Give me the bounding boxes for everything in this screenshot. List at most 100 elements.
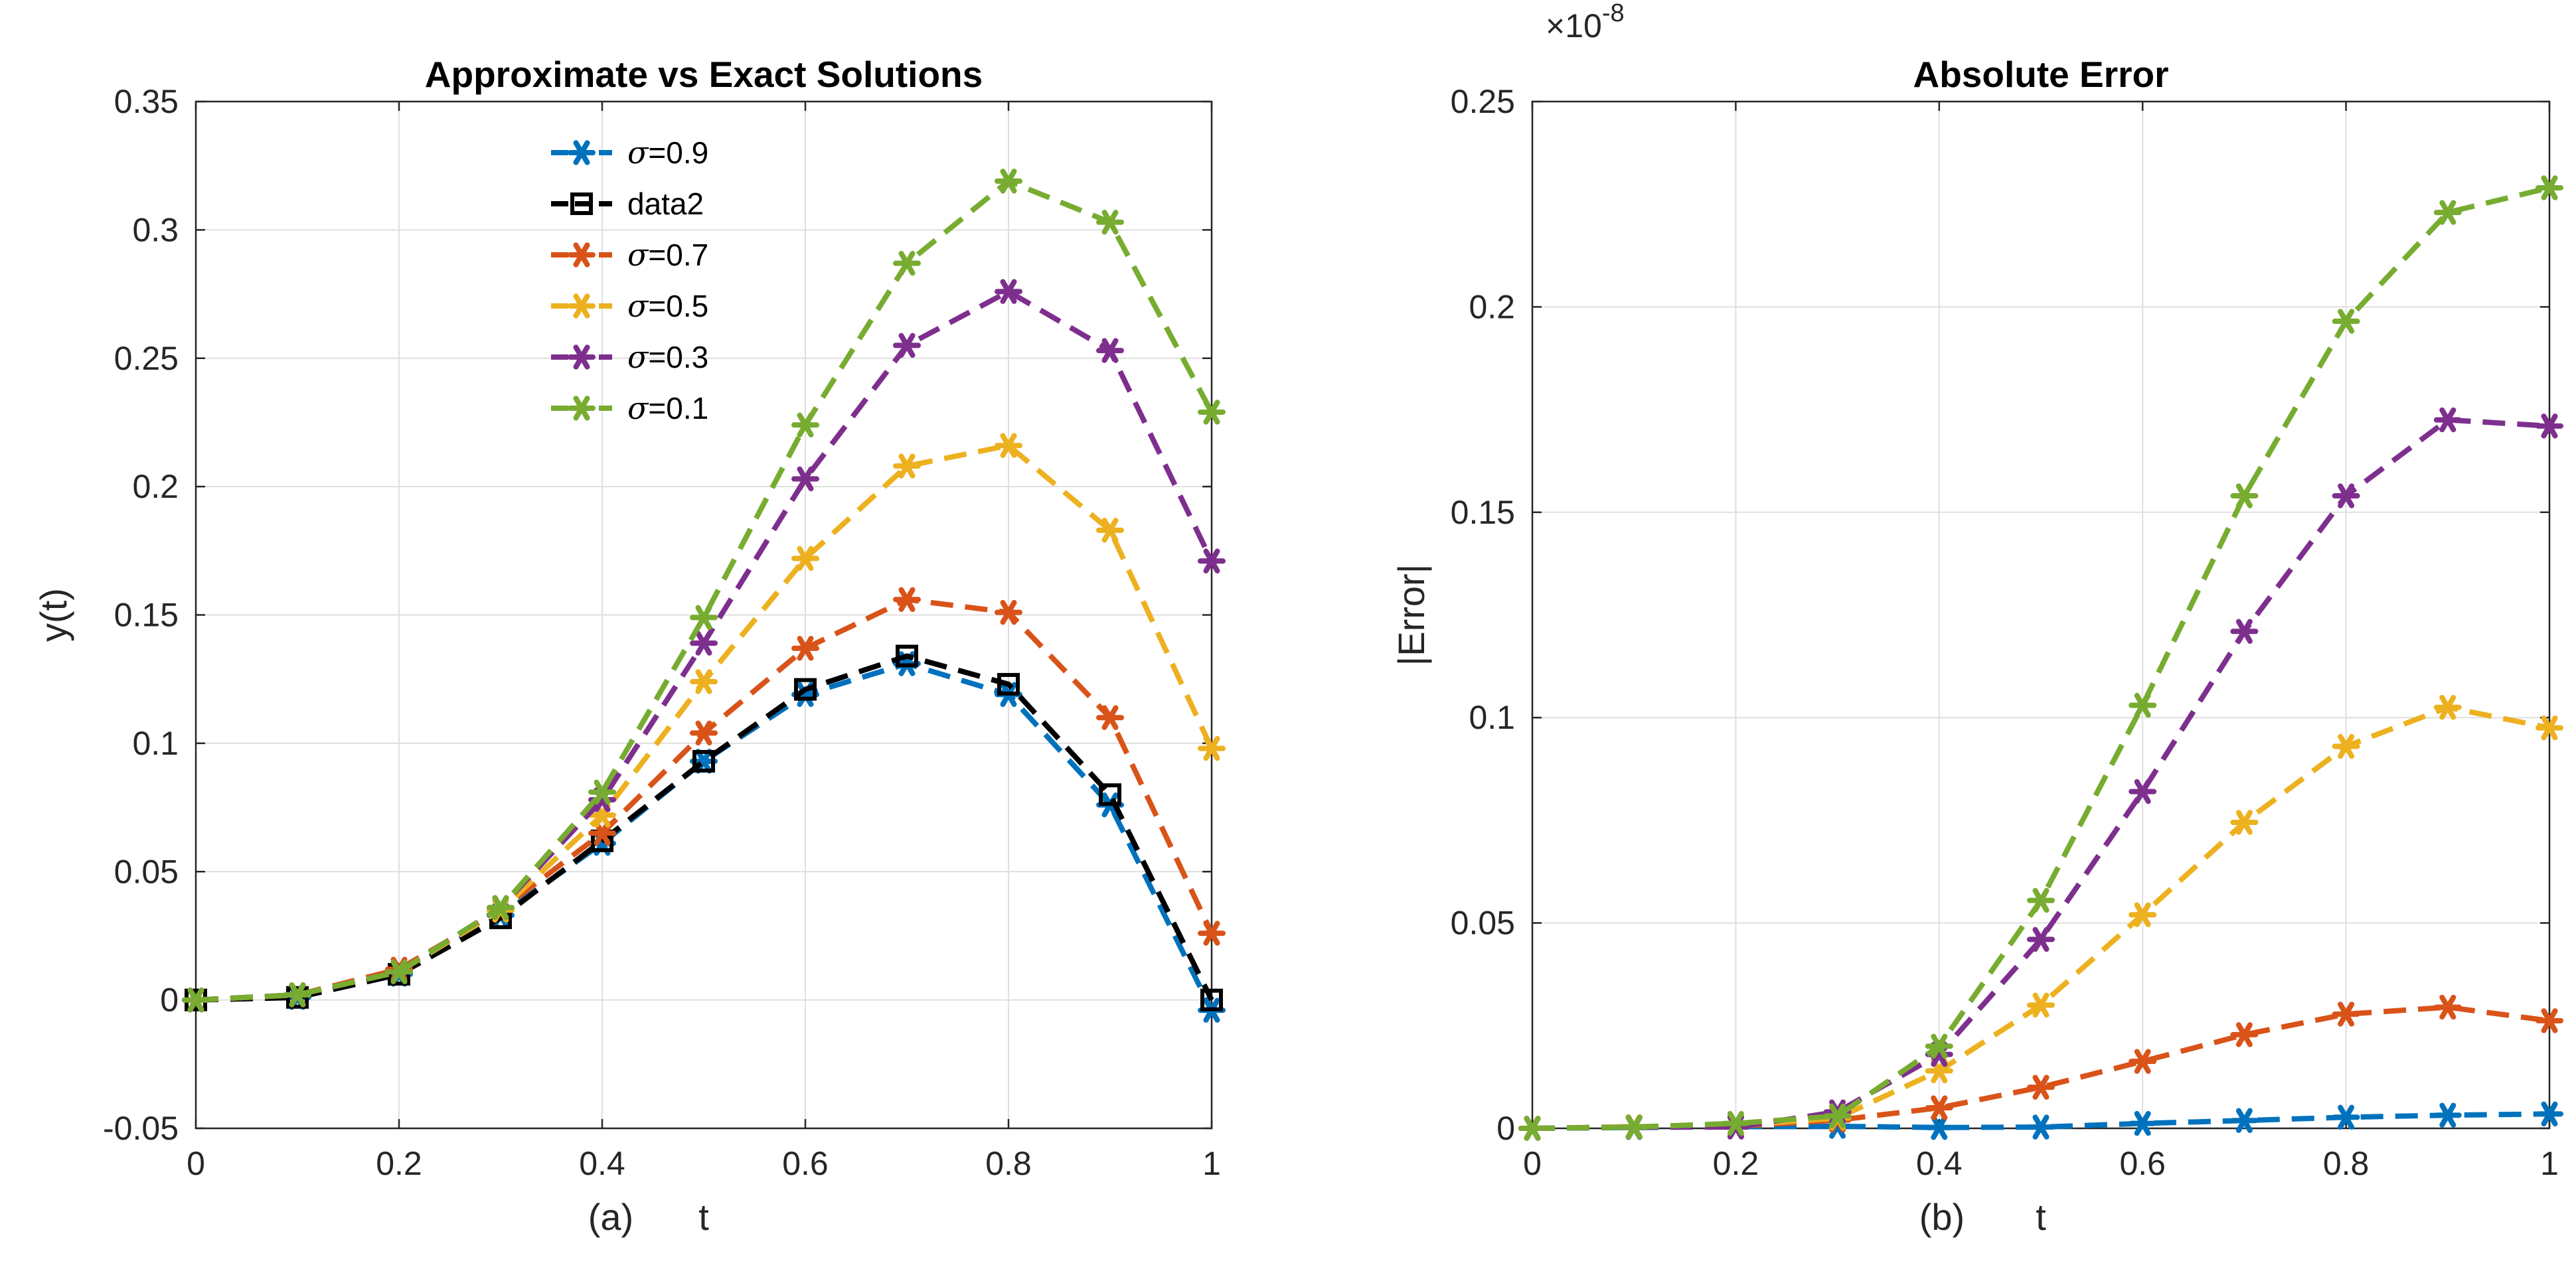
legend-label: data2 bbox=[627, 187, 704, 221]
data-point-marker bbox=[1198, 735, 1226, 761]
data-point-marker bbox=[1198, 921, 1226, 946]
data-point-marker bbox=[791, 412, 819, 438]
data-point-marker bbox=[2433, 407, 2462, 433]
legend-marker bbox=[568, 140, 596, 165]
sigma-symbol: σ bbox=[627, 237, 649, 273]
data-point-marker bbox=[2433, 695, 2462, 720]
data-point-marker bbox=[2230, 810, 2259, 835]
y-tick-label: 0.15 bbox=[114, 597, 179, 634]
y-tick-label: 0.3 bbox=[132, 211, 179, 248]
y-tick-label: 0.2 bbox=[132, 468, 179, 505]
data-point-marker bbox=[690, 631, 718, 656]
data-point-marker bbox=[2129, 1110, 2157, 1136]
data-point-marker bbox=[1925, 1115, 1953, 1140]
data-point-marker bbox=[2332, 733, 2360, 759]
data-point-marker bbox=[893, 250, 921, 276]
data-point-marker bbox=[995, 433, 1022, 458]
panel-b-chart: 0 0.2 0.4 0.6 0.8 1 0 0.05 0.1 0.15 0.2 0.25 Absolut… bbox=[1390, 0, 2563, 1238]
data-point-marker bbox=[2129, 1049, 2157, 1074]
data-point-marker bbox=[995, 279, 1022, 304]
y-tick-label: 0.35 bbox=[114, 83, 179, 120]
data-point-marker bbox=[794, 678, 817, 701]
x-tick-label: 0.4 bbox=[1916, 1145, 1963, 1182]
legend-entry: σ=0.5 bbox=[551, 288, 708, 324]
data-point-marker bbox=[1722, 1110, 1750, 1136]
x-tick-label: 1 bbox=[2540, 1145, 2559, 1182]
data-point-marker bbox=[2332, 309, 2360, 334]
legend-marker bbox=[570, 192, 593, 215]
chart-title: Absolute Error bbox=[1913, 54, 2168, 95]
data-point-marker bbox=[791, 466, 819, 492]
data-point-marker bbox=[2027, 1114, 2055, 1140]
legend-value: =0.7 bbox=[648, 238, 708, 272]
y-tick-label: 0.2 bbox=[1469, 288, 1515, 325]
data-point-marker bbox=[1925, 1033, 1953, 1059]
series-line bbox=[195, 178, 1214, 1003]
data-point-marker bbox=[1096, 518, 1124, 543]
legend-marker bbox=[568, 242, 596, 267]
data-point-marker bbox=[2027, 927, 2055, 952]
data-point-marker bbox=[893, 453, 921, 479]
panel-label: (a) bbox=[588, 1196, 633, 1238]
legend-entry: σ=0.1 bbox=[551, 390, 708, 426]
data-point-marker bbox=[2536, 715, 2563, 741]
legend-label: σ=0.3 bbox=[627, 339, 708, 375]
data-point-marker bbox=[2332, 1002, 2360, 1027]
chart-title: Approximate vs Exact Solutions bbox=[425, 54, 983, 95]
y-exponent-label: ×10-8 bbox=[1546, 0, 1625, 44]
sigma-symbol: σ bbox=[627, 288, 649, 324]
data-point-marker bbox=[995, 169, 1022, 194]
exponent-base: ×10 bbox=[1546, 7, 1602, 44]
data-point-marker bbox=[893, 587, 921, 613]
data-point-marker bbox=[1096, 705, 1124, 730]
legend-value: =0.9 bbox=[648, 135, 708, 170]
data-point-marker bbox=[2027, 992, 2055, 1018]
data-point-marker bbox=[2230, 1022, 2259, 1047]
legend-label: σ=0.5 bbox=[627, 288, 708, 324]
data-point-marker bbox=[1925, 1095, 1953, 1120]
data-point-marker bbox=[2129, 902, 2157, 927]
series-line bbox=[1532, 417, 2550, 1131]
legend-marker bbox=[568, 293, 596, 319]
legend-value: =0.3 bbox=[648, 340, 708, 374]
x-axis-label: t bbox=[698, 1196, 709, 1238]
data-point-marker bbox=[2129, 692, 2157, 718]
data-point-marker bbox=[2332, 1104, 2360, 1130]
y-tick-label: 0.25 bbox=[114, 340, 179, 377]
data-point-marker bbox=[2230, 619, 2259, 644]
legend-label: σ=0.1 bbox=[627, 390, 708, 426]
data-point-marker bbox=[2536, 1008, 2563, 1033]
x-tick-label: 0 bbox=[1523, 1145, 1542, 1182]
plot-area bbox=[1532, 102, 2549, 1128]
series-5 bbox=[182, 169, 1226, 1013]
data-point-marker bbox=[690, 720, 718, 746]
x-tick-label: 0 bbox=[187, 1145, 205, 1182]
series-4 bbox=[1518, 175, 2563, 1141]
data-point-marker bbox=[385, 959, 413, 984]
x-tick-label: 0.8 bbox=[985, 1145, 1032, 1182]
data-point-marker bbox=[893, 333, 921, 358]
data-point-marker bbox=[2536, 413, 2563, 439]
legend-label: σ=0.7 bbox=[627, 237, 708, 273]
x-tick-label: 1 bbox=[1202, 1145, 1221, 1182]
data-point-marker bbox=[1823, 1103, 1852, 1129]
y-tick-label: 0.15 bbox=[1451, 494, 1515, 531]
data-point-marker bbox=[283, 982, 311, 1008]
data-point-marker bbox=[182, 987, 210, 1013]
y-axis-label: |Error| bbox=[1390, 564, 1432, 666]
y-tick-label: 0.05 bbox=[1451, 905, 1515, 942]
x-tick-label: 0.8 bbox=[2323, 1145, 2370, 1182]
data-point-marker bbox=[791, 636, 819, 661]
data-point-marker bbox=[692, 749, 715, 773]
legend-entry: σ=0.3 bbox=[551, 339, 708, 375]
data-point-marker bbox=[1620, 1114, 1649, 1140]
data-point-marker bbox=[1096, 210, 1124, 235]
y-tick-label: 0.05 bbox=[114, 853, 179, 890]
data-point-marker bbox=[1198, 548, 1226, 574]
y-tick-label: 0 bbox=[1496, 1110, 1515, 1147]
data-point-marker bbox=[2027, 887, 2055, 913]
data-point-marker bbox=[487, 895, 515, 921]
data-point-marker bbox=[2027, 1075, 2055, 1100]
data-point-marker bbox=[588, 779, 616, 805]
